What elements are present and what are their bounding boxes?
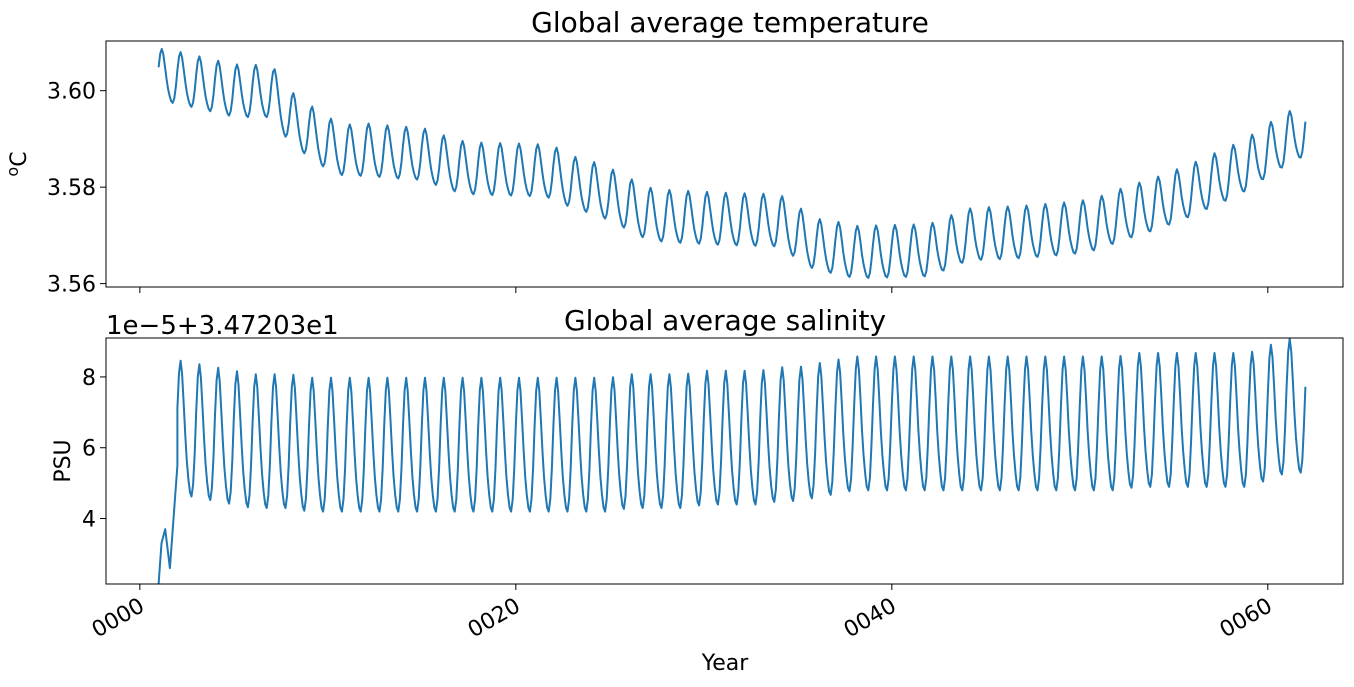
salinity-x-tick-label: 0020 [464,594,525,644]
temperature-series-line [157,48,1307,279]
temperature-y-tick-label: 3.60 [47,80,96,105]
salinity-axes-frame [105,337,1344,585]
temperature-y-tick-label: 3.58 [47,176,96,201]
temperature-y-ticks: 3.56 3.58 3.60 [47,80,106,298]
salinity-title: Global average salinity [564,304,886,337]
salinity-y-axis-label: PSU [51,439,76,482]
salinity-y-tick-label: 4 [82,508,96,533]
salinity-y-ticks: 4 6 8 [82,366,106,533]
salinity-x-tick-label: 0060 [1216,594,1277,644]
x-axis-label: Year [701,651,750,676]
salinity-y-tick-label: 8 [82,366,96,391]
salinity-x-ticks: 0000 0020 0040 0060 [88,584,1277,643]
salinity-y-tick-label: 6 [82,437,96,462]
temperature-y-axis-label: oC [3,151,32,176]
temperature-panel: Global average temperature 3.563.583.60 … [3,6,1344,298]
salinity-x-tick-label: 0040 [840,594,901,644]
temperature-y-tick-label: 3.56 [47,273,96,298]
salinity-offset-label: 1e−5+3.47203e1 [106,311,339,341]
temperature-ylabel-superscript: o [3,167,22,177]
salinity-panel: Global average salinity 1e−5+3.47203e1 4… [51,304,1344,676]
salinity-series-line [157,337,1307,585]
temperature-axes-frame [105,40,1344,288]
temperature-title: Global average temperature [531,6,929,39]
temperature-x-ticks [139,287,1269,293]
temperature-ylabel-unit: C [7,151,32,166]
salinity-x-tick-label: 0000 [88,594,149,644]
